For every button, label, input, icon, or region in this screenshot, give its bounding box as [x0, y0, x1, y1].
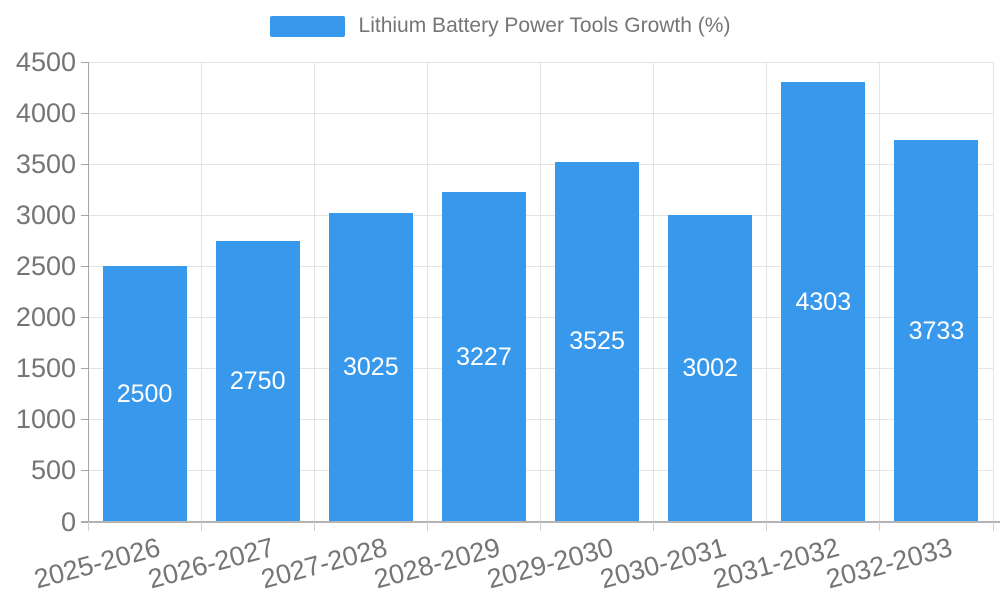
- y-axis-tick: [81, 112, 88, 114]
- x-axis-tick: [540, 522, 541, 531]
- legend-swatch: [269, 15, 345, 37]
- y-axis-label: 500: [30, 455, 76, 486]
- gridline-vertical: [766, 62, 768, 522]
- y-axis-label: 0: [60, 506, 76, 537]
- bar: 2500: [102, 266, 187, 522]
- y-axis-tick: [81, 265, 88, 267]
- y-axis-tick: [81, 163, 88, 165]
- gridline-vertical: [200, 62, 202, 522]
- x-axis-tick: [313, 522, 315, 531]
- y-axis-tick: [81, 61, 88, 63]
- y-axis-label: 3500: [15, 148, 76, 179]
- gridline-vertical: [313, 62, 315, 522]
- gridline-vertical: [653, 62, 655, 522]
- x-axis-tick: [992, 522, 994, 531]
- x-axis-label: 2030-2031: [596, 532, 730, 595]
- bar-value-label: 3002: [682, 354, 738, 383]
- bar-value-label: 4303: [795, 287, 852, 316]
- legend: Lithium Battery Power Tools Growth (%): [0, 14, 1000, 38]
- x-axis-label: 2031-2032: [710, 532, 843, 595]
- bar: 3525: [555, 161, 640, 522]
- bar-value-label: 3227: [456, 342, 512, 371]
- y-axis-tick: [81, 317, 88, 319]
- y-axis-tick: [81, 214, 88, 216]
- y-axis-label: 2500: [15, 250, 76, 281]
- y-axis-line: [87, 62, 89, 531]
- gridline-vertical: [879, 62, 881, 522]
- y-axis-tick: [81, 470, 88, 472]
- bar: 4303: [781, 82, 866, 522]
- y-axis-label: 3000: [15, 199, 76, 230]
- y-axis-tick: [81, 368, 88, 370]
- y-axis-tick: [81, 419, 88, 421]
- legend-label: Lithium Battery Power Tools Growth (%): [358, 14, 731, 37]
- bar-value-label: 3525: [569, 327, 625, 356]
- legend-item[interactable]: Lithium Battery Power Tools Growth (%): [269, 14, 731, 38]
- gridline-vertical: [540, 62, 541, 522]
- bar: 3002: [668, 215, 753, 522]
- bar-value-label: 3733: [908, 316, 965, 345]
- bar: 3733: [894, 140, 979, 522]
- x-axis-tick: [653, 522, 655, 531]
- x-axis-label: 2027-2028: [257, 532, 391, 595]
- bar-value-label: 3025: [343, 352, 399, 381]
- gridline-vertical: [426, 62, 428, 522]
- x-axis-tick: [879, 522, 881, 531]
- x-axis-label: 2025-2026: [31, 532, 164, 595]
- x-axis-label: 2032-2033: [823, 532, 956, 595]
- x-axis-label: 2026-2027: [144, 532, 277, 595]
- y-axis-label: 1000: [15, 404, 76, 435]
- x-axis-label: 2028-2029: [370, 532, 504, 595]
- y-axis-label: 2000: [15, 302, 76, 333]
- bar: 2750: [215, 240, 300, 522]
- bar-value-label: 2500: [116, 379, 173, 408]
- gridline-vertical: [992, 62, 994, 522]
- y-axis-label: 1500: [15, 353, 76, 384]
- x-axis-tick: [426, 522, 428, 531]
- y-axis-label: 4000: [15, 97, 76, 128]
- y-axis-label: 4500: [15, 46, 76, 77]
- x-axis-tick: [87, 522, 89, 531]
- x-axis-tick: [200, 522, 202, 531]
- x-axis-tick: [766, 522, 768, 531]
- bar-value-label: 2750: [229, 366, 286, 395]
- y-axis-tick: [81, 521, 88, 523]
- bar: 3227: [441, 192, 526, 522]
- bar: 3025: [328, 212, 413, 522]
- x-axis-label: 2029-2030: [483, 532, 617, 595]
